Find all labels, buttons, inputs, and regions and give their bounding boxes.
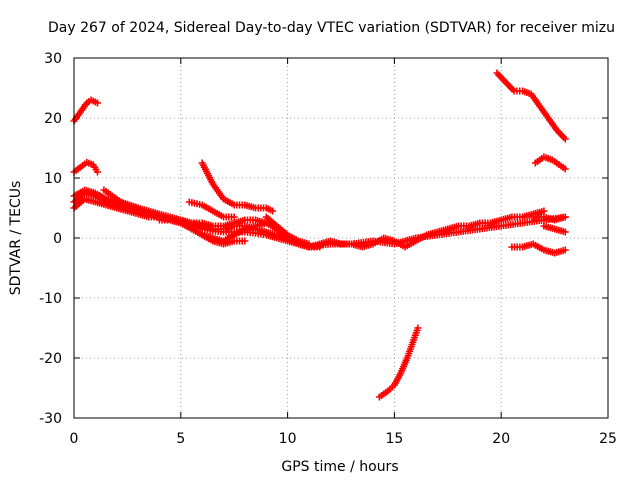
x-axis-label: GPS time / hours [281, 459, 398, 475]
y-tick-label: 0 [53, 231, 62, 247]
series-track-13 [375, 324, 422, 401]
data-point [561, 228, 569, 236]
series-track-17 [529, 213, 569, 224]
series-track-12 [305, 213, 569, 251]
x-tick-label: 10 [279, 431, 297, 447]
data-point [241, 237, 249, 245]
x-tick-label: 15 [385, 431, 403, 447]
x-tick-label: 0 [70, 431, 79, 447]
y-tick-label: 30 [44, 51, 62, 67]
y-tick-label: -30 [39, 411, 62, 427]
chart-title: Day 267 of 2024, Sidereal Day-to-day VTE… [48, 20, 615, 36]
data-point [93, 168, 101, 176]
y-tick-label: 10 [44, 171, 62, 187]
series-track-1 [70, 96, 101, 125]
data-point [561, 213, 569, 221]
data-point [414, 324, 422, 332]
series-track-10 [198, 231, 249, 248]
series-track-18 [540, 222, 569, 236]
data-point [134, 204, 142, 212]
x-tick-label: 5 [176, 431, 185, 447]
series-track-9 [185, 198, 238, 221]
series-track-7 [155, 216, 270, 230]
grid [74, 58, 608, 418]
y-tick-label: -10 [39, 291, 62, 307]
data-point [269, 207, 277, 215]
data-point [561, 165, 569, 173]
y-tick-label: 20 [44, 111, 62, 127]
data-point [262, 219, 270, 227]
series-track-14 [493, 69, 569, 143]
plot-frame [73, 57, 609, 419]
data-point [230, 213, 238, 221]
series-track-8 [198, 159, 277, 215]
series-track-2 [70, 158, 101, 176]
series-track-6 [100, 186, 142, 212]
series-track-16 [508, 240, 569, 257]
x-tick-label: 20 [492, 431, 510, 447]
data-point [561, 135, 569, 143]
y-tick-label: -20 [39, 351, 62, 367]
y-axis-label: SDTVAR / TECUs [8, 181, 24, 296]
data-point [93, 99, 101, 107]
x-tick-label: 25 [599, 431, 617, 447]
data-point [540, 207, 548, 215]
axis-ticks: 0 5 10 15 20 25 -30 -20 -10 0 10 20 30 [39, 51, 617, 447]
data-point [561, 246, 569, 254]
data-points [70, 69, 569, 401]
series-track-15 [531, 153, 569, 173]
